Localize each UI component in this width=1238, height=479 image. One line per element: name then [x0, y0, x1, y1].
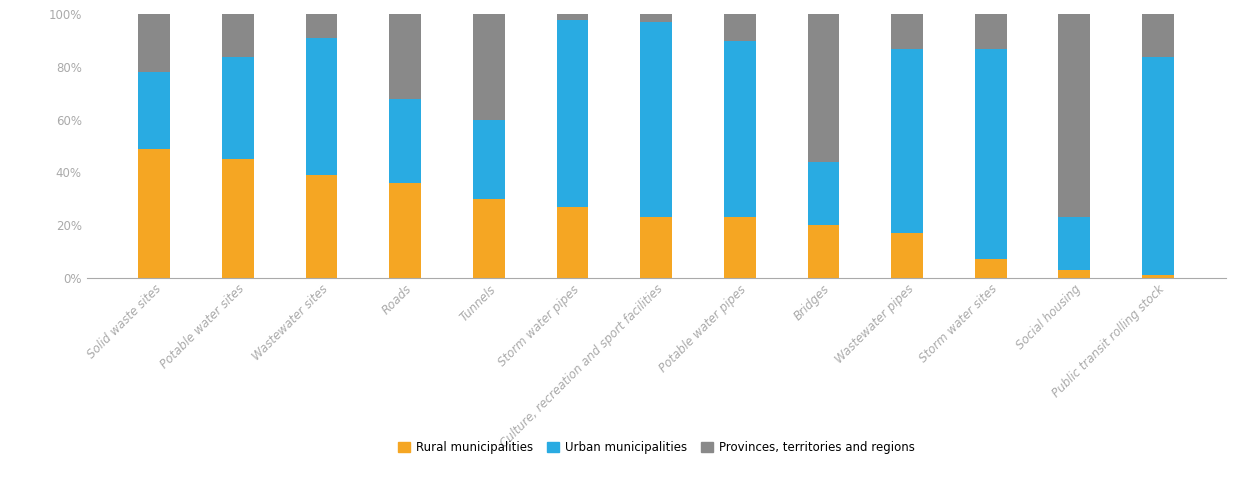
Bar	[1058, 14, 1091, 217]
Bar	[1143, 275, 1174, 278]
Bar	[389, 14, 421, 99]
Bar	[891, 14, 924, 49]
Bar	[306, 175, 338, 278]
Bar	[724, 41, 755, 217]
Bar	[724, 14, 755, 41]
Bar	[473, 199, 505, 278]
Bar	[1058, 270, 1091, 278]
Bar	[389, 99, 421, 183]
Bar	[139, 72, 170, 149]
Bar	[557, 207, 588, 278]
Bar	[640, 217, 672, 278]
Bar	[807, 14, 839, 162]
Bar	[222, 57, 254, 159]
Bar	[222, 159, 254, 278]
Bar	[139, 14, 170, 72]
Bar	[1143, 14, 1174, 57]
Bar	[891, 233, 924, 278]
Bar	[473, 120, 505, 199]
Bar	[557, 20, 588, 207]
Bar	[1143, 57, 1174, 275]
Bar	[974, 49, 1006, 260]
Bar	[306, 14, 338, 38]
Bar	[222, 14, 254, 57]
Bar	[139, 149, 170, 278]
Bar	[389, 183, 421, 278]
Bar	[640, 22, 672, 217]
Bar	[724, 217, 755, 278]
Bar	[306, 38, 338, 175]
Bar	[557, 14, 588, 20]
Bar	[807, 162, 839, 225]
Bar	[640, 14, 672, 23]
Bar	[891, 49, 924, 233]
Bar	[974, 260, 1006, 278]
Bar	[1058, 217, 1091, 270]
Bar	[473, 14, 505, 120]
Bar	[807, 225, 839, 278]
Legend: Rural municipalities, Urban municipalities, Provinces, territories and regions: Rural municipalities, Urban municipaliti…	[394, 436, 919, 459]
Bar	[974, 14, 1006, 48]
